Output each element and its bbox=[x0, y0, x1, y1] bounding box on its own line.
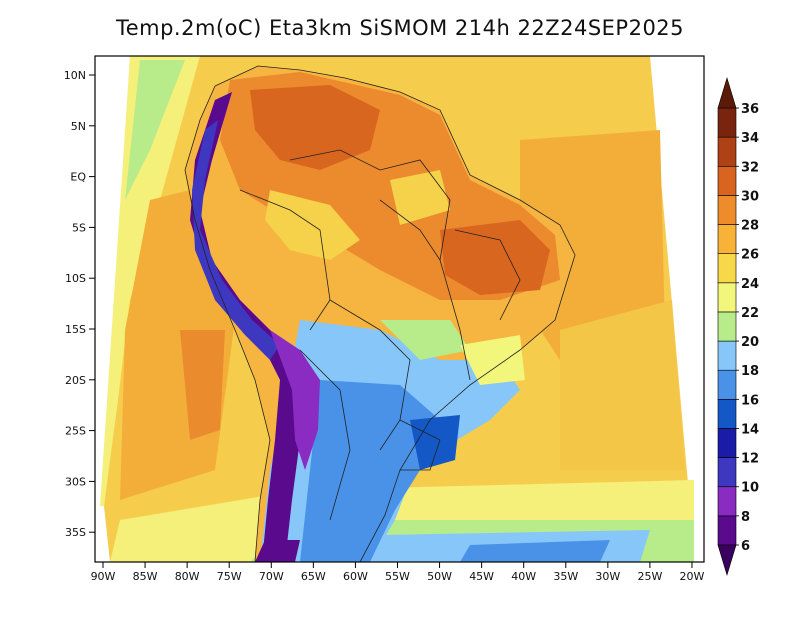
lon-tick-label: 50W bbox=[427, 570, 452, 583]
map-title: Temp.2m(oC) Eta3km SiSMOM 214h 22Z24SEP2… bbox=[115, 16, 685, 40]
lat-tick-label: 25S bbox=[65, 425, 86, 438]
lon-tick-label: 35W bbox=[553, 570, 578, 583]
colorbar-label: 16 bbox=[741, 393, 759, 408]
south-colder-region bbox=[300, 380, 440, 562]
southern-brazil-cold bbox=[410, 415, 460, 470]
central-brazil-mild bbox=[380, 320, 470, 360]
lon-tick-label: 80W bbox=[175, 570, 200, 583]
lon-tick-label: 90W bbox=[91, 570, 116, 583]
lon-tick-label: 65W bbox=[301, 570, 326, 583]
colorbar-label: 36 bbox=[741, 102, 759, 117]
lat-tick-label: EQ bbox=[70, 171, 86, 184]
colorbar-segment bbox=[717, 224, 737, 254]
lon-tick-label: 60W bbox=[343, 570, 368, 583]
colorbar-segment bbox=[717, 340, 737, 371]
colorbar-segment bbox=[717, 253, 737, 284]
colorbar-label: 10 bbox=[741, 481, 759, 496]
atlantic-south-band bbox=[560, 300, 685, 470]
lon-tick-label: 25W bbox=[637, 570, 662, 583]
colorbar-segment bbox=[717, 486, 737, 517]
lat-tick-label: 10N bbox=[64, 69, 86, 82]
brazil-state-borders bbox=[454, 229, 521, 321]
colorbar-label: 20 bbox=[741, 335, 759, 350]
colorbar-label: 32 bbox=[741, 160, 759, 175]
longitude-axis: 90W 85W 80W 75W 70W 65W 60W 55W 50W 45W 40W 35W 30W 2… bbox=[91, 562, 705, 583]
western-cool-band bbox=[100, 56, 200, 506]
lon-tick-label: 45W bbox=[469, 570, 494, 583]
colorbar-segment bbox=[717, 195, 737, 225]
colorbar-label: 26 bbox=[741, 248, 759, 263]
argentina-border bbox=[299, 349, 351, 521]
temperature-field bbox=[100, 56, 694, 562]
lat-tick-label: 10S bbox=[65, 272, 86, 285]
colorbar-segment bbox=[717, 369, 737, 400]
lat-tick-label: 30S bbox=[65, 475, 86, 488]
andes-cold-strip bbox=[190, 92, 300, 562]
colorbar-segment bbox=[717, 107, 737, 138]
latitude-axis: 10N 5N EQ 5S 10S 15S 20S 25S 30S 35S bbox=[64, 69, 95, 539]
altiplano-band bbox=[270, 330, 320, 470]
colorbar: 6 8 10 12 14 16 18 20 22 24 26 28 30 32 34 36 bbox=[717, 76, 759, 577]
lat-tick-label: 35S bbox=[65, 526, 86, 539]
colorbar-label: 28 bbox=[741, 219, 759, 234]
lon-tick-label: 40W bbox=[511, 570, 536, 583]
east-coastline bbox=[214, 65, 576, 562]
colorbar-label: 24 bbox=[741, 277, 759, 292]
colorbar-segment bbox=[717, 136, 737, 167]
lon-tick-label: 70W bbox=[259, 570, 284, 583]
pacific-cool-patch bbox=[125, 60, 185, 200]
bolivia-paraguay-border bbox=[329, 299, 411, 451]
colorbar-segment bbox=[717, 515, 737, 546]
colorbar-label: 30 bbox=[741, 189, 759, 204]
lon-tick-label: 75W bbox=[217, 570, 242, 583]
northeast-hot-core bbox=[440, 220, 550, 295]
colorbar-label: 12 bbox=[741, 452, 759, 467]
brazil-state-borders-2 bbox=[379, 199, 441, 261]
colorbar-segment bbox=[717, 399, 737, 429]
andes-north-band bbox=[192, 120, 280, 360]
colorbar-label: 22 bbox=[741, 306, 759, 321]
west-coastline bbox=[184, 85, 271, 562]
brazil-west-border bbox=[289, 149, 471, 381]
colorbar-segment bbox=[717, 282, 737, 313]
lat-tick-label: 20S bbox=[65, 374, 86, 387]
lon-tick-label: 55W bbox=[385, 570, 410, 583]
colorbar-label: 6 bbox=[741, 539, 750, 554]
colorbar-segment bbox=[717, 428, 737, 458]
lat-tick-label: 5S bbox=[72, 221, 86, 234]
lon-tick-label: 20W bbox=[680, 570, 705, 583]
lat-tick-label: 5N bbox=[71, 120, 86, 133]
patagonia-cold bbox=[255, 540, 300, 562]
colorbar-label: 8 bbox=[741, 510, 750, 525]
colorbar-high-arrow bbox=[717, 76, 737, 109]
colorbar-low-arrow bbox=[717, 544, 737, 577]
southeast-brazil-mild bbox=[460, 335, 525, 385]
peru-border bbox=[239, 189, 331, 331]
pacific-warm-core bbox=[180, 330, 225, 440]
map-frame bbox=[94, 55, 705, 563]
country-borders bbox=[184, 65, 576, 562]
lat-tick-label: 15S bbox=[65, 323, 86, 336]
colorbar-label: 18 bbox=[741, 364, 759, 379]
central-amazon-patch bbox=[390, 170, 450, 225]
uruguay-border bbox=[399, 419, 441, 471]
lon-tick-label: 85W bbox=[133, 570, 158, 583]
venezuela-hot-core bbox=[250, 85, 380, 170]
colorbar-label: 14 bbox=[741, 422, 759, 437]
colorbar-label: 34 bbox=[741, 131, 759, 146]
colorbar-segment bbox=[717, 311, 737, 342]
colorbar-segment bbox=[717, 457, 737, 488]
southern-band-16 bbox=[460, 540, 610, 562]
colorbar-segment bbox=[717, 165, 737, 196]
lon-tick-label: 30W bbox=[595, 570, 620, 583]
